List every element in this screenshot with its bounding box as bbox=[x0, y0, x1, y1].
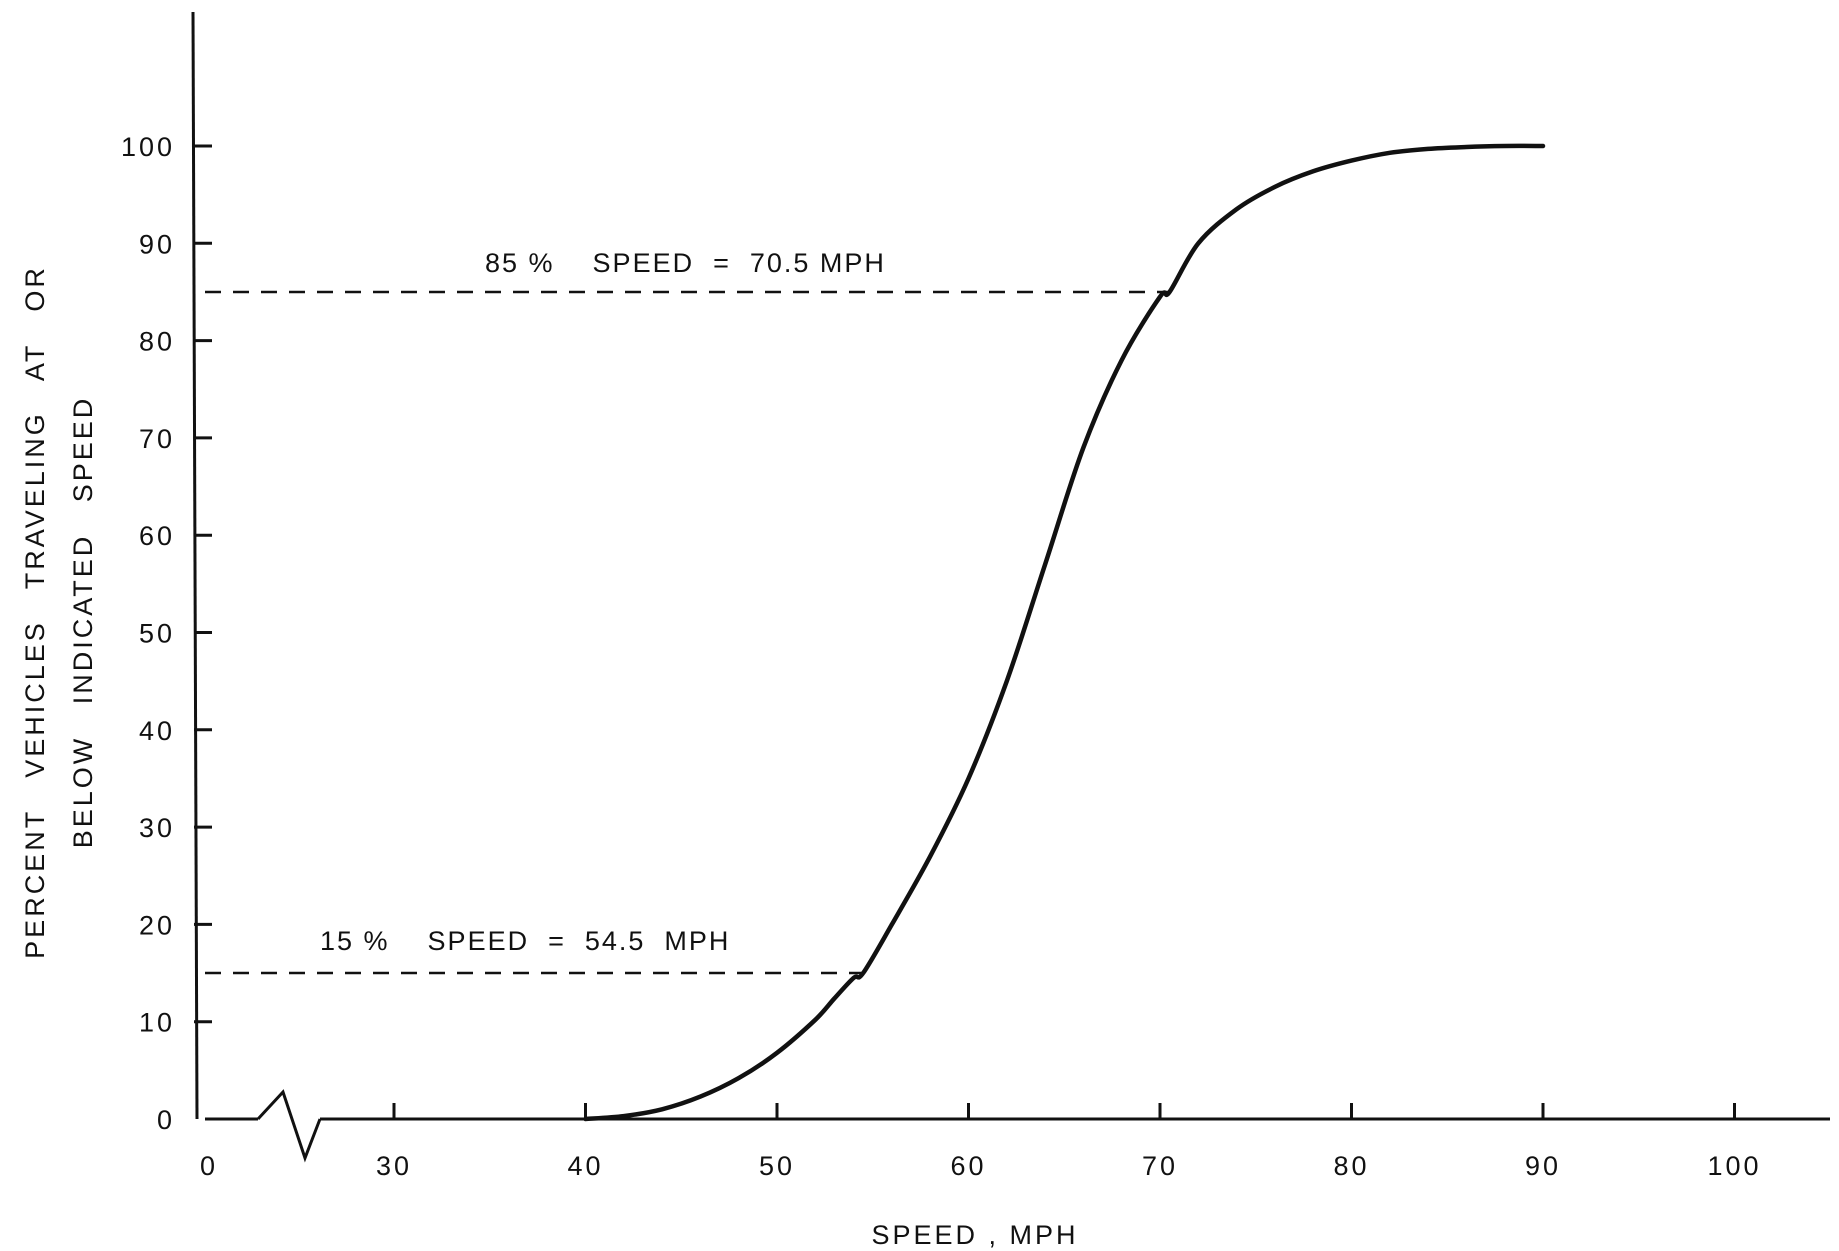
x-tick-label-100: 100 bbox=[1707, 1151, 1761, 1181]
percentile-guides bbox=[205, 290, 1170, 975]
y-tick-label-100: 100 bbox=[121, 132, 175, 162]
y-tick-label-20: 20 bbox=[139, 910, 175, 940]
y-tick-label-80: 80 bbox=[139, 327, 175, 357]
series-layer bbox=[583, 143, 1546, 1122]
x-tick-label-90: 90 bbox=[1525, 1151, 1561, 1181]
y-tick-label-90: 90 bbox=[139, 229, 175, 259]
y-tick-label-70: 70 bbox=[139, 424, 175, 454]
y-axis-title-line1: PERCENT VEHICLES TRAVELING AT OR bbox=[20, 265, 50, 959]
y-tick-label-0: 0 bbox=[157, 1105, 175, 1135]
y-ticks bbox=[194, 144, 212, 1024]
axes bbox=[191, 11, 1830, 1163]
x-tick-label-80: 80 bbox=[1333, 1151, 1369, 1181]
y-tick-label-50: 50 bbox=[139, 619, 175, 649]
x-tick-label-50: 50 bbox=[759, 1151, 795, 1181]
x-ticks bbox=[392, 1103, 1736, 1119]
y-tick-label-40: 40 bbox=[139, 716, 175, 746]
annotation-85-percent: 85 % SPEED = 70.5 MPH bbox=[485, 248, 886, 278]
x-tick-labels: 0 30 40 50 60 70 80 90 100 bbox=[200, 1151, 1761, 1181]
y-axis-line bbox=[191, 11, 199, 1120]
y-axis-title-line2: BELOW INDICATED SPEED bbox=[68, 396, 98, 849]
x-tick-label-0: 0 bbox=[200, 1151, 218, 1181]
x-tick-label-60: 60 bbox=[950, 1151, 986, 1181]
y-tick-label-30: 30 bbox=[139, 813, 175, 843]
x-tick-label-70: 70 bbox=[1142, 1151, 1178, 1181]
y-tick-label-10: 10 bbox=[139, 1008, 175, 1038]
x-axis-title: SPEED , MPH bbox=[871, 1220, 1078, 1250]
y-tick-labels: 0 10 20 30 40 50 60 70 80 90 100 bbox=[121, 132, 175, 1135]
y-tick-label-60: 60 bbox=[139, 521, 175, 551]
cumulative-speed-curve bbox=[583, 143, 1546, 1122]
annotation-15-percent: 15 % SPEED = 54.5 MPH bbox=[320, 926, 730, 956]
x-tick-label-30: 30 bbox=[376, 1151, 412, 1181]
x-tick-label-40: 40 bbox=[567, 1151, 603, 1181]
axis-break-mark bbox=[256, 1089, 322, 1163]
